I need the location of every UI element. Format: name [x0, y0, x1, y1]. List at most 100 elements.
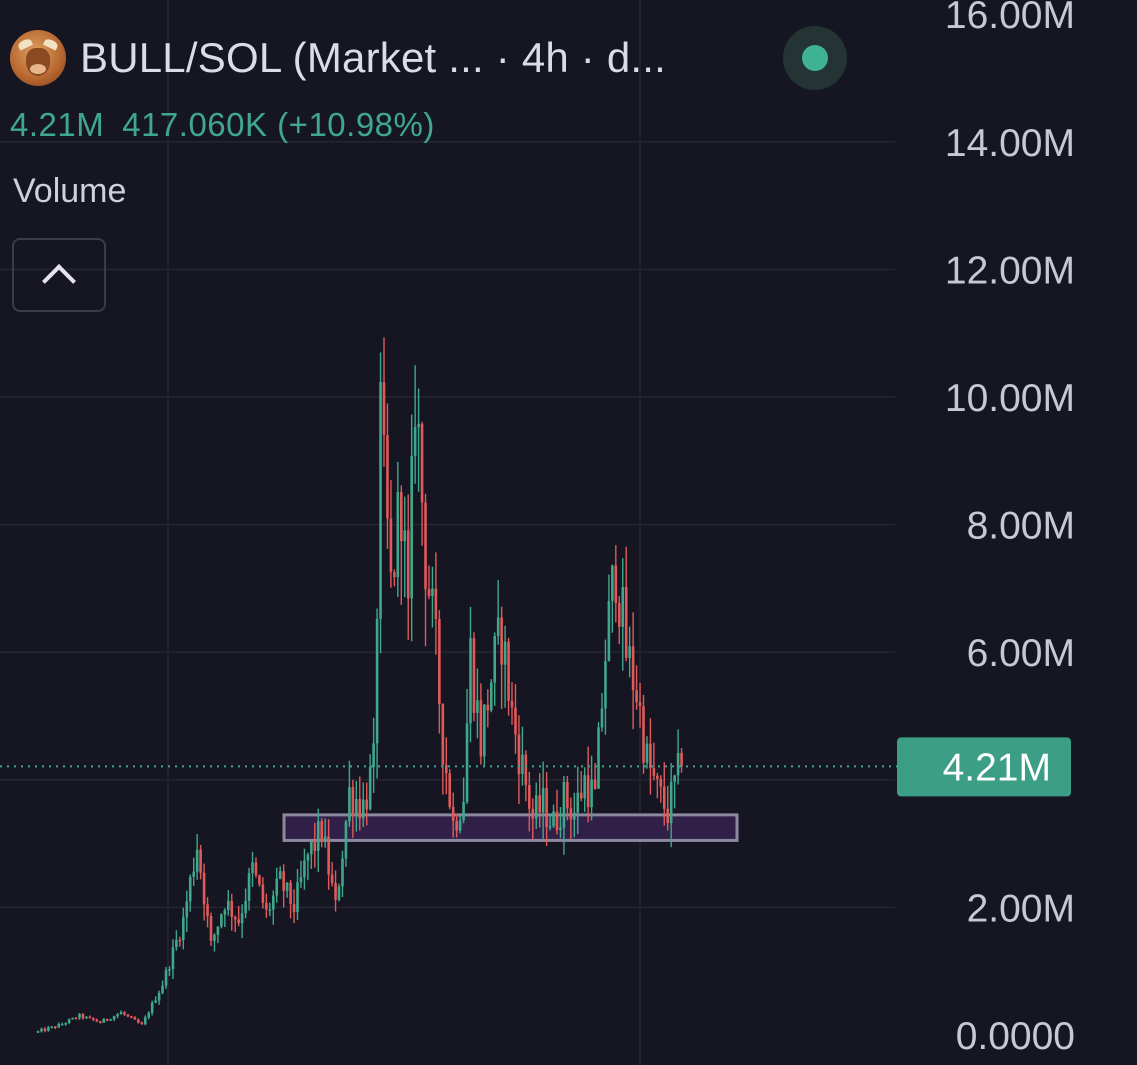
candle-body: [628, 646, 631, 658]
candle-body: [386, 435, 389, 519]
candle-body: [105, 1018, 109, 1021]
candle-body: [265, 902, 268, 910]
candle-body: [496, 617, 500, 637]
candle-body: [472, 638, 476, 713]
candle-body: [185, 901, 189, 918]
candle-body: [559, 827, 562, 831]
collapse-button[interactable]: [12, 238, 106, 312]
candle-body: [206, 904, 209, 917]
candle-body: [413, 427, 417, 456]
candle-body: [555, 811, 559, 831]
candle-body: [611, 565, 614, 601]
volume-indicator-label[interactable]: Volume: [13, 172, 127, 210]
candle-body: [251, 862, 254, 874]
candle-body: [389, 518, 393, 573]
last-price-label: 4.21M: [943, 746, 1051, 789]
candle-body: [649, 743, 652, 769]
candle-body: [379, 382, 382, 619]
candle-body: [514, 707, 517, 735]
candle-body: [375, 618, 379, 744]
candle-body: [531, 808, 535, 819]
candle-body: [157, 992, 161, 1001]
candle-body: [261, 884, 265, 903]
candle-body: [161, 985, 164, 993]
candle-body: [538, 795, 541, 813]
candle-body: [355, 798, 358, 816]
axis-tick-label: 6.00M: [967, 632, 1075, 675]
candle-body: [209, 916, 213, 941]
axis-tick-label: 10.00M: [945, 377, 1075, 420]
candle-body: [624, 587, 628, 658]
candle-body: [455, 821, 458, 831]
candle-body: [220, 914, 223, 927]
candle-body: [88, 1016, 92, 1019]
candle-body: [137, 1019, 140, 1023]
candle-body: [164, 969, 168, 986]
candle-body: [590, 779, 593, 808]
axis-tick-label: 2.00M: [967, 887, 1075, 930]
candle-body: [479, 700, 483, 757]
candle-body: [195, 849, 199, 872]
candle-body: [140, 1022, 144, 1025]
status-indicator[interactable]: [783, 26, 847, 90]
candle-body: [462, 802, 465, 821]
candle-body: [74, 1017, 78, 1020]
candle-body: [659, 778, 663, 787]
candle-body: [576, 792, 580, 813]
candle-body: [451, 806, 455, 822]
candles: [36, 337, 683, 1034]
candle-body: [600, 708, 604, 728]
candle-body: [586, 775, 590, 808]
candle-body: [244, 900, 247, 914]
candle-body: [348, 787, 351, 822]
candle-body: [175, 939, 178, 948]
candle-body: [71, 1017, 74, 1020]
candle-body: [313, 841, 317, 851]
candle-body: [337, 886, 341, 900]
candle-body: [192, 871, 195, 877]
candle-body: [680, 753, 683, 767]
status-dot-icon: [802, 45, 828, 71]
support-zone: [282, 813, 739, 842]
candle-body: [330, 874, 334, 884]
candle-body: [344, 821, 348, 859]
candle-body: [545, 788, 548, 827]
candle-body: [552, 811, 555, 827]
candle-body: [403, 530, 407, 542]
candle-body: [188, 876, 192, 902]
candle-body: [310, 841, 313, 855]
candle-body: [517, 734, 521, 775]
candle-body: [150, 1002, 154, 1013]
candle-body: [95, 1019, 99, 1022]
ohlc-value: 4.21M: [10, 106, 105, 143]
candle-body: [645, 743, 649, 763]
candle-body: [323, 836, 327, 842]
candle-body: [282, 871, 285, 891]
candle-body: [67, 1019, 71, 1024]
candle-body: [524, 754, 528, 785]
symbol-title[interactable]: BULL/SOL (Market ... · 4h · d...: [80, 34, 667, 81]
candle-body: [666, 808, 670, 824]
candle-body: [227, 900, 230, 911]
candle-body: [448, 773, 452, 807]
candle-body: [109, 1019, 112, 1021]
candle-body: [247, 873, 251, 901]
candle-body: [521, 754, 524, 775]
candle-body: [465, 723, 469, 803]
candle-body: [548, 826, 552, 828]
candle-body: [562, 782, 566, 828]
candle-body: [617, 603, 621, 627]
candle-body: [213, 934, 216, 941]
candle-body: [233, 916, 237, 920]
candle-body: [116, 1014, 119, 1017]
candle-body: [528, 784, 531, 809]
candle-body: [417, 423, 420, 428]
candle-body: [57, 1024, 61, 1028]
candle-body: [268, 909, 272, 911]
bull-avatar-icon[interactable]: [10, 30, 66, 86]
candle-body: [285, 882, 289, 891]
candle-body: [534, 795, 538, 819]
candle-body: [216, 926, 220, 935]
candle-body: [458, 820, 462, 831]
